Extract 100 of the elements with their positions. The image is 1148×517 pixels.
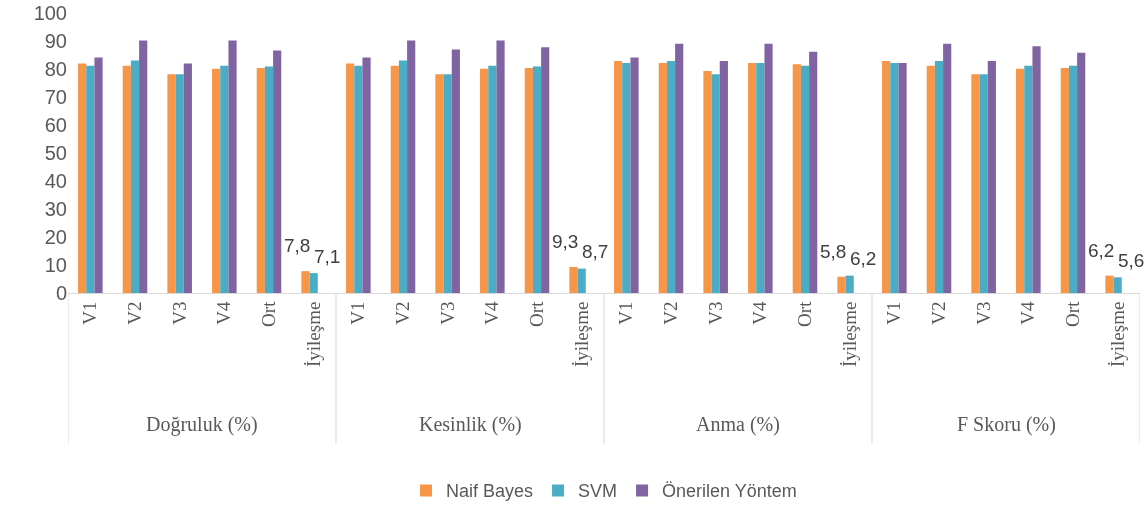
bar — [167, 74, 176, 293]
x-tick-label: V4 — [481, 301, 503, 325]
x-tick-label: İyileşme — [570, 301, 592, 368]
bar — [94, 57, 103, 293]
x-tick-label: Ort — [258, 300, 280, 327]
x-tick-label: İyileşme — [302, 301, 324, 368]
legend-label: SVM — [578, 481, 618, 502]
x-tick-label: Ort — [794, 300, 816, 327]
bar — [764, 43, 773, 293]
bar — [301, 271, 310, 293]
bar — [719, 60, 728, 293]
y-tick-label: 60 — [44, 114, 67, 136]
bar — [1032, 46, 1041, 293]
y-tick-label: 0 — [55, 282, 67, 304]
bar — [971, 74, 980, 293]
x-tick-label: V2 — [392, 301, 414, 325]
bar — [220, 65, 229, 293]
y-tick-label: 90 — [44, 30, 67, 52]
bar — [256, 67, 265, 293]
x-tick-label: V1 — [615, 301, 637, 325]
bar — [577, 268, 586, 293]
x-tick-label: V2 — [928, 301, 950, 325]
bar — [524, 67, 533, 293]
bar — [1060, 67, 1069, 293]
bar — [212, 68, 221, 293]
data-label: 6,2 — [1088, 240, 1115, 261]
bar — [1113, 277, 1122, 293]
bar — [443, 74, 452, 293]
bar — [541, 47, 550, 293]
text: Doğruluk (%) — [146, 413, 258, 436]
bar — [390, 65, 399, 293]
bar — [926, 65, 935, 293]
bar — [1024, 65, 1033, 293]
x-tick-label: V3 — [168, 301, 190, 325]
bar — [622, 63, 631, 293]
x-tick-label: V3 — [972, 301, 994, 325]
data-label: 8,7 — [582, 241, 609, 262]
data-label: 7,8 — [284, 235, 311, 256]
x-tick-label: V4 — [213, 301, 235, 325]
bar — [809, 51, 818, 293]
bar — [86, 65, 95, 293]
y-tick-label: 30 — [44, 198, 67, 220]
bar — [228, 40, 237, 293]
bar — [130, 60, 140, 293]
bar — [711, 74, 720, 293]
bar — [78, 63, 87, 293]
bar — [630, 57, 639, 293]
bar — [407, 40, 416, 293]
bar — [845, 275, 854, 293]
bar — [756, 63, 765, 293]
x-tick-label: V3 — [704, 301, 726, 325]
bar — [398, 60, 408, 293]
bar — [748, 63, 757, 293]
y-tick-label: 100 — [33, 2, 67, 24]
legend-label: Naif Bayes — [446, 481, 534, 502]
x-tick-label: V3 — [436, 301, 458, 325]
x-tick-label: V2 — [124, 301, 146, 325]
bar — [792, 64, 801, 293]
y-tick-label: 40 — [44, 170, 67, 192]
bar — [569, 266, 578, 293]
bar — [1105, 275, 1114, 293]
bar — [943, 43, 952, 293]
bar — [264, 66, 274, 293]
text: Anma (%) — [696, 413, 780, 436]
data-label: 5,8 — [820, 241, 847, 262]
bar — [175, 74, 184, 293]
x-tick-label: İyileşme — [838, 301, 860, 368]
bar — [675, 43, 684, 293]
y-tick-label: 10 — [44, 254, 67, 276]
x-tick-label: V4 — [749, 301, 771, 325]
bar — [1077, 52, 1086, 293]
bar — [496, 40, 505, 293]
bar — [435, 74, 444, 293]
x-tick-label: V4 — [1017, 301, 1039, 325]
bar — [882, 60, 891, 293]
bar — [898, 63, 907, 293]
bar — [362, 57, 371, 293]
x-tick-label: İyileşme — [1106, 301, 1128, 368]
bar — [658, 63, 667, 293]
bar — [451, 49, 460, 293]
bar — [987, 60, 996, 293]
data-label: 9,3 — [552, 231, 579, 252]
bar — [183, 63, 192, 293]
bar — [488, 65, 497, 293]
bar — [837, 276, 846, 293]
y-tick-label: 50 — [44, 142, 67, 164]
data-label: 5,6 — [1118, 250, 1145, 271]
text: F Skoru (%) — [957, 413, 1056, 436]
bar — [346, 63, 355, 293]
text: Kesinlik (%) — [419, 413, 522, 436]
x-tick-label: Ort — [526, 300, 548, 327]
bar — [273, 50, 282, 293]
bar — [1068, 65, 1078, 293]
bar — [480, 68, 489, 293]
x-tick-label: V2 — [660, 301, 682, 325]
x-tick-label: V1 — [883, 301, 905, 325]
bar — [979, 74, 988, 293]
y-tick-label: 20 — [44, 226, 67, 248]
bar — [122, 65, 131, 293]
bar — [309, 273, 318, 293]
